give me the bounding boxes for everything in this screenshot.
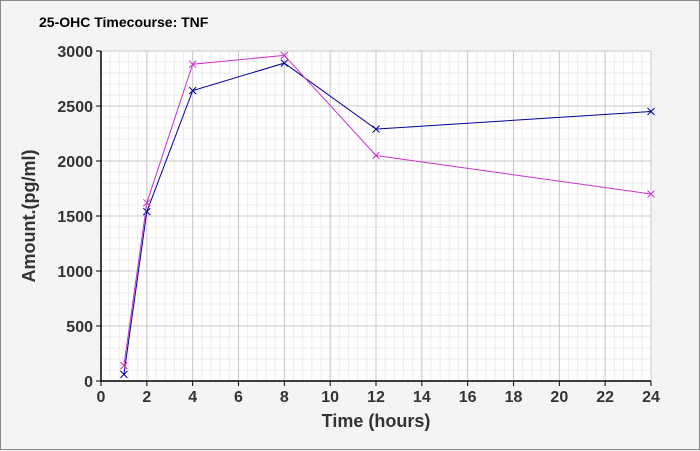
x-tick-label: 18 xyxy=(505,389,523,406)
point-marker-stroke xyxy=(142,198,151,207)
x-axis-label: Time (hours) xyxy=(322,411,431,431)
series-2-point xyxy=(647,190,655,198)
series-1-point xyxy=(372,125,380,133)
x-tick-label: 4 xyxy=(188,389,197,406)
series-1-line xyxy=(123,62,652,375)
series-2-point xyxy=(120,361,128,370)
series-2-point xyxy=(188,60,197,69)
point-marker-stroke xyxy=(120,361,128,370)
point-marker-stroke xyxy=(280,51,289,60)
x-tick-labels: 0 2 4 6 8 10 12 14 16 18 20 22 24 xyxy=(97,389,660,406)
series-1-point xyxy=(647,107,655,116)
series-2-point xyxy=(372,151,380,160)
x-tick-label: 14 xyxy=(413,389,431,406)
chart-title: 25-OHC Timecourse: TNF xyxy=(39,14,209,30)
x-tick-label: 2 xyxy=(142,389,151,406)
series-1-point xyxy=(188,86,197,95)
point-marker-stroke xyxy=(280,59,289,67)
x-tick-label: 12 xyxy=(367,389,385,406)
point-marker-stroke xyxy=(188,86,197,95)
point-marker-stroke xyxy=(120,370,128,379)
y-tick-label: 3000 xyxy=(57,44,93,61)
point-marker-stroke xyxy=(372,151,380,160)
series-1-point xyxy=(120,370,128,379)
y-tick-label: 1500 xyxy=(57,209,93,226)
series-1-point xyxy=(280,59,289,67)
x-tick-label: 22 xyxy=(596,389,614,406)
series-layer xyxy=(120,51,655,379)
point-marker-stroke xyxy=(188,60,197,69)
point-marker-stroke xyxy=(372,125,380,133)
x-tick-label: 10 xyxy=(321,389,339,406)
x-tick-label: 20 xyxy=(550,389,568,406)
y-tick-labels: 0 500 1000 1500 2000 2500 3000 xyxy=(57,44,93,391)
axes xyxy=(96,50,652,386)
point-marker-stroke xyxy=(142,207,151,216)
x-tick-label: 6 xyxy=(234,389,243,406)
point-marker-stroke xyxy=(647,107,655,116)
y-tick-label: 0 xyxy=(84,374,93,391)
y-tick-label: 2500 xyxy=(57,99,93,116)
series-2-line xyxy=(123,54,652,366)
y-tick-label: 1000 xyxy=(57,264,93,281)
x-tick-label: 16 xyxy=(459,389,477,406)
series-1-point xyxy=(142,207,151,216)
y-tick-label: 2000 xyxy=(57,154,93,171)
series-2-point xyxy=(142,198,151,207)
y-axis-label: Amount.(pg/ml) xyxy=(19,150,39,283)
point-marker-stroke xyxy=(647,190,655,198)
series-2-point xyxy=(280,51,289,60)
x-tick-label: 8 xyxy=(280,389,289,406)
x-tick-label: 0 xyxy=(97,389,106,406)
x-tick-label: 24 xyxy=(642,389,660,406)
y-tick-label: 500 xyxy=(66,319,93,336)
